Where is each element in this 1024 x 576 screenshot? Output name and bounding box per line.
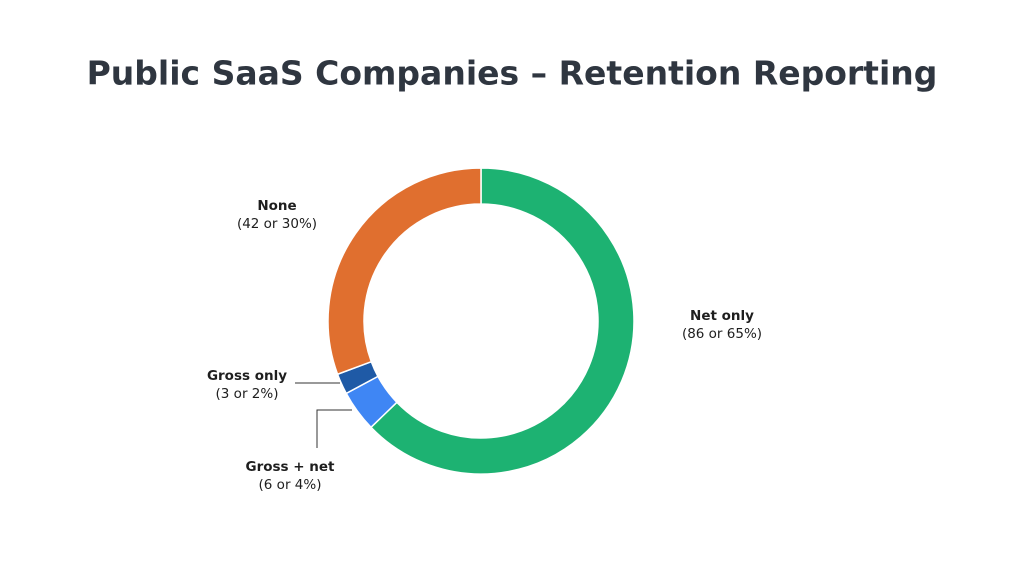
slice-label: None — [257, 198, 296, 214]
chart-title: Public SaaS Companies – Retention Report… — [87, 54, 938, 93]
slice-label: Net only — [690, 308, 754, 324]
leader-line — [316, 409, 352, 448]
slice-label: Gross only — [207, 368, 287, 384]
donut-slice — [369, 167, 635, 475]
slice-value-label: (3 or 2%) — [216, 386, 279, 402]
slice-value-label: (6 or 4%) — [259, 477, 322, 493]
slice-label: Gross + net — [245, 459, 335, 475]
donut-slice — [327, 167, 482, 376]
slice-value-label: (42 or 30%) — [237, 216, 317, 232]
donut — [327, 167, 635, 475]
slice-value-label: (86 or 65%) — [682, 326, 762, 342]
